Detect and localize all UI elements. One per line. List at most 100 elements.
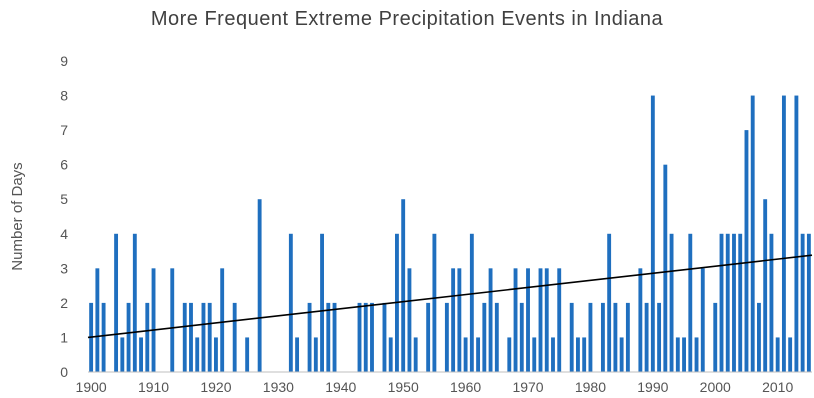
x-tick-label-1900: 1900 [76, 379, 107, 395]
bar-1974 [551, 337, 555, 372]
bar-1921 [220, 268, 225, 372]
y-tick-label-0: 0 [60, 364, 68, 380]
bar-1967 [507, 337, 512, 372]
x-tick-label-1980: 1980 [575, 379, 606, 395]
bar-1909 [145, 302, 150, 372]
bar-1920 [214, 337, 218, 372]
bar-1968 [513, 268, 518, 372]
bar-1994 [675, 337, 680, 372]
y-tick-label-4: 4 [60, 226, 68, 242]
bar-1982 [600, 302, 605, 372]
bar-1919 [207, 302, 212, 372]
y-tick-label-1: 1 [60, 329, 68, 345]
y-tick-label-6: 6 [60, 157, 68, 173]
bar-1951 [407, 268, 412, 372]
bar-1907 [132, 233, 137, 372]
x-tick-label-1990: 1990 [637, 379, 668, 395]
bar-1935 [307, 302, 312, 372]
bar-2014 [800, 233, 805, 372]
bar-1972 [538, 268, 543, 372]
x-tick-label-1970: 1970 [512, 379, 543, 395]
bar-1948 [388, 337, 393, 372]
y-tick-label-2: 2 [60, 295, 68, 311]
bar-2013 [794, 95, 799, 372]
bar-1969 [519, 302, 524, 372]
bar-1918 [201, 302, 206, 372]
bar-1991 [657, 302, 662, 372]
y-tick-label-7: 7 [60, 122, 68, 138]
bar-1977 [569, 302, 574, 372]
y-tick-label-8: 8 [60, 88, 68, 104]
bar-2009 [769, 233, 774, 372]
bar-1933 [295, 337, 300, 372]
bar-1947 [382, 302, 387, 372]
bar-1993 [669, 233, 674, 372]
bar-2012 [788, 337, 793, 372]
x-tick-label-2010: 2010 [762, 379, 793, 395]
y-axis-title: Number of Days [9, 162, 26, 270]
y-tick-label-9: 9 [60, 53, 68, 69]
bar-1950 [401, 199, 406, 372]
bar-1985 [619, 337, 624, 372]
bar-1957 [444, 302, 449, 372]
bar-1965 [494, 302, 499, 372]
bar-1925 [245, 337, 250, 372]
bar-1971 [532, 337, 537, 372]
bar-2001 [719, 233, 724, 372]
bar-1905 [120, 337, 125, 372]
bar-1975 [557, 268, 562, 372]
bar-1964 [488, 268, 493, 372]
bar-1959 [457, 268, 462, 372]
x-tick-label-1960: 1960 [450, 379, 481, 395]
bar-1980 [588, 302, 593, 372]
chart-title: More Frequent Extreme Precipitation Even… [150, 8, 664, 30]
y-tick-label-3: 3 [60, 260, 68, 276]
bar-1910 [151, 268, 156, 372]
x-tick-label-1910: 1910 [138, 379, 169, 395]
x-tick-label-2000: 2000 [700, 379, 731, 395]
bar-1945 [370, 302, 374, 372]
x-tick-label-1940: 1940 [325, 379, 356, 395]
bar-1955 [432, 233, 437, 372]
bar-2011 [781, 95, 786, 372]
bar-2005 [744, 130, 749, 372]
bar-1963 [482, 302, 487, 372]
bar-1902 [101, 302, 106, 372]
bar-1983 [607, 233, 612, 372]
bar-1997 [694, 337, 699, 372]
bar-2003 [732, 233, 736, 372]
trend-line [87, 254, 813, 339]
bar-1932 [288, 233, 293, 372]
bar-1939 [332, 302, 337, 372]
bar-2010 [775, 337, 780, 372]
bar-1954 [426, 302, 431, 372]
bar-1906 [126, 302, 131, 372]
bar-2002 [725, 233, 730, 372]
x-tick-label-1930: 1930 [263, 379, 294, 395]
bar-1960 [463, 337, 468, 372]
bar-1927 [257, 199, 262, 372]
bar-1916 [189, 302, 193, 372]
bar-1984 [613, 302, 618, 372]
bar-2006 [750, 95, 755, 372]
bar-1998 [700, 268, 705, 372]
x-tick-label-1920: 1920 [200, 379, 231, 395]
bar-1958 [451, 268, 456, 372]
bar-1979 [582, 337, 587, 372]
bar-1908 [139, 337, 143, 372]
bar-1937 [320, 233, 324, 372]
bar-1923 [232, 302, 237, 372]
x-tick-label-1950: 1950 [388, 379, 419, 395]
bar-2015 [806, 233, 811, 372]
bar-2000 [713, 302, 718, 372]
bar-1989 [644, 302, 649, 372]
bar-1996 [688, 233, 693, 372]
bar-1936 [313, 337, 318, 372]
bar-1961 [469, 233, 474, 372]
bar-2008 [763, 199, 768, 372]
bar-1992 [663, 164, 668, 372]
bar-1970 [526, 268, 530, 372]
bar-1962 [476, 337, 481, 372]
